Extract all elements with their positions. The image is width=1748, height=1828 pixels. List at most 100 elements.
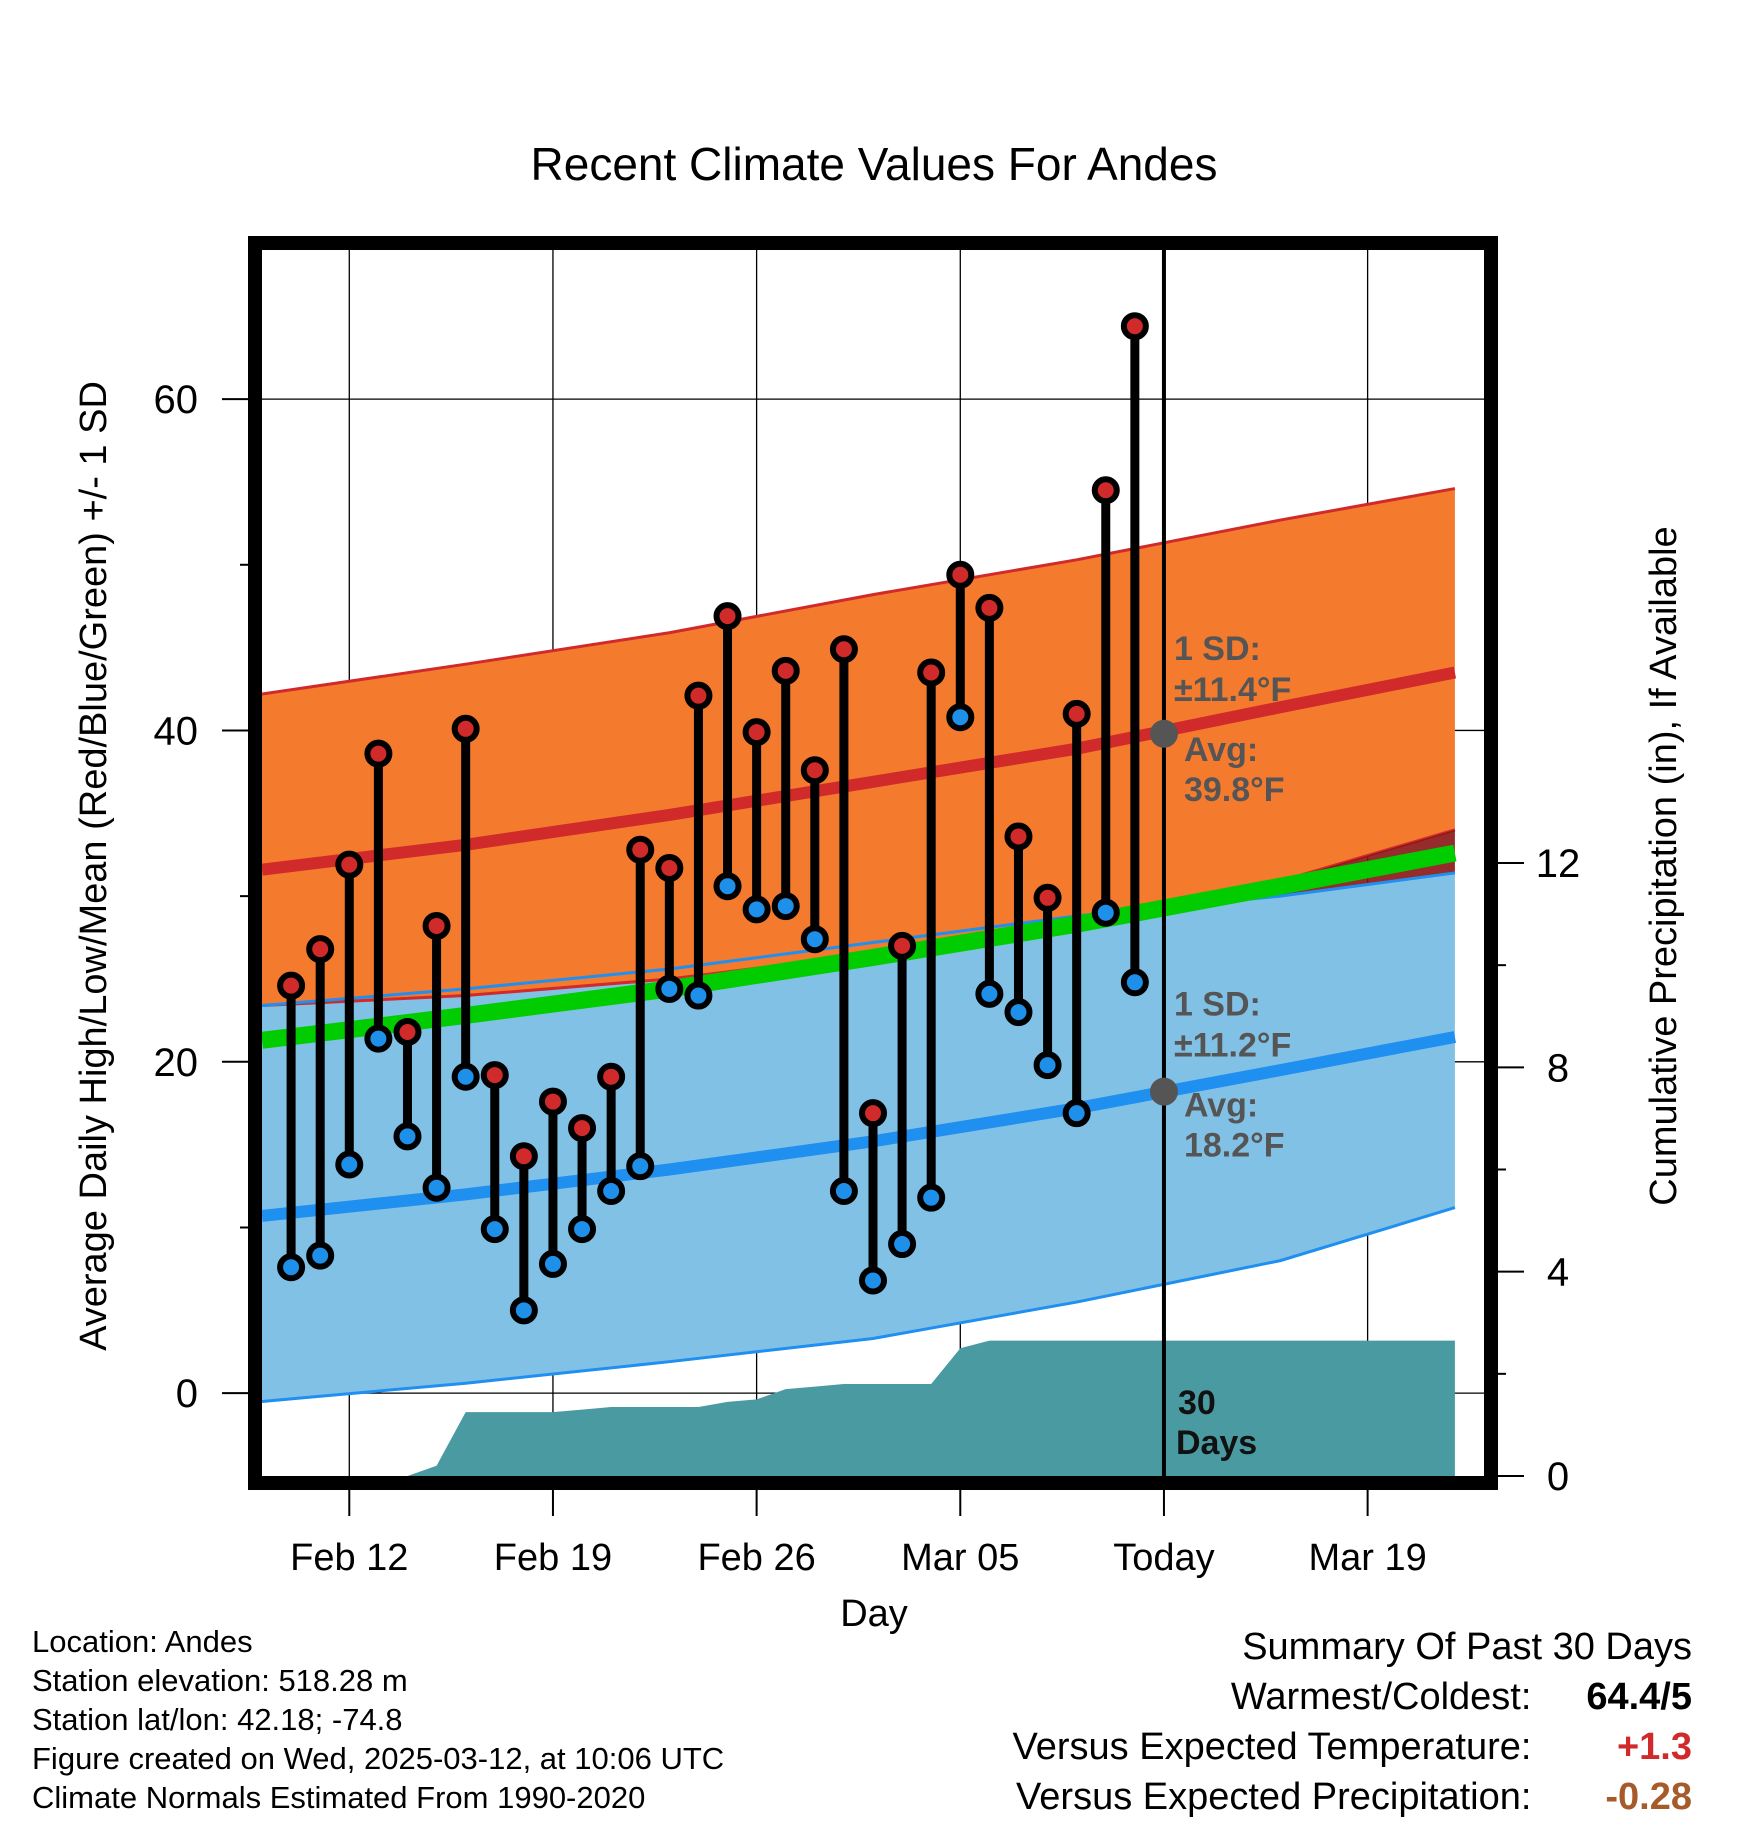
high-point [742,718,771,747]
high-point [1120,312,1149,341]
x-tick-label: Mar 19 [1308,1537,1426,1579]
summary-temp-row: Versus Expected Temperature: +1.3 [1013,1722,1692,1772]
high-point [393,1017,422,1046]
y-tick-label: 0 [176,1372,198,1416]
y-tick-label: 60 [154,378,199,422]
normals-text: Climate Normals Estimated From 1990-2020 [32,1780,646,1815]
high-point [888,931,917,960]
high-avg-value: 39.8°F [1184,771,1285,809]
y-axis-label: Average Daily High/Low/Mean (Red/Blue/Gr… [73,381,115,1351]
precipitation-area [262,1340,1455,1476]
low-sd-label: 1 SD: [1174,986,1261,1024]
today-high-avg-marker [1149,719,1178,748]
low-point [771,892,800,921]
low-point [597,1177,626,1206]
summary-panel: Summary Of Past 30 Days Warmest/Coldest:… [1013,1622,1692,1822]
high-band-upper-edge [262,487,1456,696]
low-point [859,1266,887,1295]
y2-tick-label: 8 [1547,1046,1569,1090]
temp-value: +1.3 [1616,1726,1692,1768]
low-avg-value: 18.2°F [1184,1127,1285,1165]
low-avg-label: Avg: [1184,1087,1258,1125]
axes-layer: 0 20 40 60 0 4 8 12 Feb 12 Feb 19 Feb 26 Mar 05 Toda… [154,236,1581,1579]
high-point [364,739,393,768]
high-point [829,635,858,664]
low-point [480,1215,509,1244]
created-text: Figure created on Wed, 2025-03-12, at 10… [32,1741,725,1776]
high-point [626,835,655,864]
high-point [771,656,800,685]
y-tick-label: 40 [154,709,199,753]
today-low-avg-marker [1149,1077,1178,1106]
low-point [1033,1051,1062,1080]
high-point [1062,699,1091,728]
low-band-lower-edge [262,1206,1456,1403]
high-point [480,1061,509,1090]
y2-tick-label: 12 [1536,842,1581,886]
y2-tick-label: 4 [1547,1251,1569,1295]
low-point [626,1152,655,1181]
warmest-value: 64.4/5 [1586,1676,1692,1718]
low-point [538,1249,567,1278]
high-sd-band [262,488,1455,1006]
summary-title: Summary Of Past 30 Days [1242,1626,1692,1668]
y-tick-label: 20 [154,1041,199,1085]
high-point [713,602,742,631]
precip-value: -0.28 [1605,1776,1692,1818]
high-point [1091,476,1120,505]
low-point [335,1150,364,1179]
low-point [917,1183,946,1212]
elevation-text: Station elevation: 518.28 m [32,1663,408,1698]
low-point [655,974,684,1003]
low-point [713,872,742,901]
low-point [422,1173,451,1202]
x-tick-label: Feb 12 [290,1537,408,1579]
low-point [800,925,829,954]
low-point [568,1215,597,1244]
x-tick-label: Mar 05 [901,1537,1019,1579]
low-point [277,1253,306,1282]
high-point [800,756,829,785]
low-point [1004,998,1033,1027]
low-point [829,1177,858,1206]
low-point [1091,898,1120,927]
chart-title: Recent Climate Values For Andes [531,138,1218,190]
low-point [451,1062,480,1091]
high-point [684,681,713,710]
high-point [1004,822,1033,851]
high-avg-label: Avg: [1184,731,1258,769]
high-point [597,1062,626,1091]
low-point [888,1230,917,1259]
high-point [451,714,480,743]
x-tick-label: Feb 26 [697,1537,815,1579]
high-point [538,1087,567,1116]
summary-precip-row: Versus Expected Precipitation: -0.28 [1013,1772,1692,1822]
summary-warmest-row: Warmest/Coldest: 64.4/5 [1013,1672,1692,1722]
low-point [393,1122,422,1151]
low-point [306,1241,335,1270]
low-sd-value: ±11.2°F [1174,1027,1291,1065]
x-tick-label: Today [1113,1537,1214,1579]
temp-label: Versus Expected Temperature: [1012,1726,1532,1768]
precip-label: Versus Expected Precipitation: [1016,1776,1532,1818]
y2-tick-label: 0 [1547,1455,1569,1499]
low-point [684,981,713,1010]
high-point [422,911,451,940]
high-point [277,971,306,1000]
low-point [509,1296,538,1325]
low-point [975,979,1004,1008]
high-point [509,1142,538,1171]
low-point [364,1024,393,1053]
warmest-label: Warmest/Coldest: [1230,1676,1532,1718]
high-point [975,593,1004,622]
x-tick-label: Feb 19 [494,1537,612,1579]
y2-axis-label: Cumulative Precipitation (in), If Availa… [1643,526,1685,1205]
low-point [946,703,975,732]
latlon-text: Station lat/lon: 42.18; -74.8 [32,1702,403,1737]
high-sd-label: 1 SD: [1174,630,1261,668]
high-sd-value: ±11.4°F [1174,671,1291,709]
high-point [306,935,335,964]
high-point [917,658,946,687]
